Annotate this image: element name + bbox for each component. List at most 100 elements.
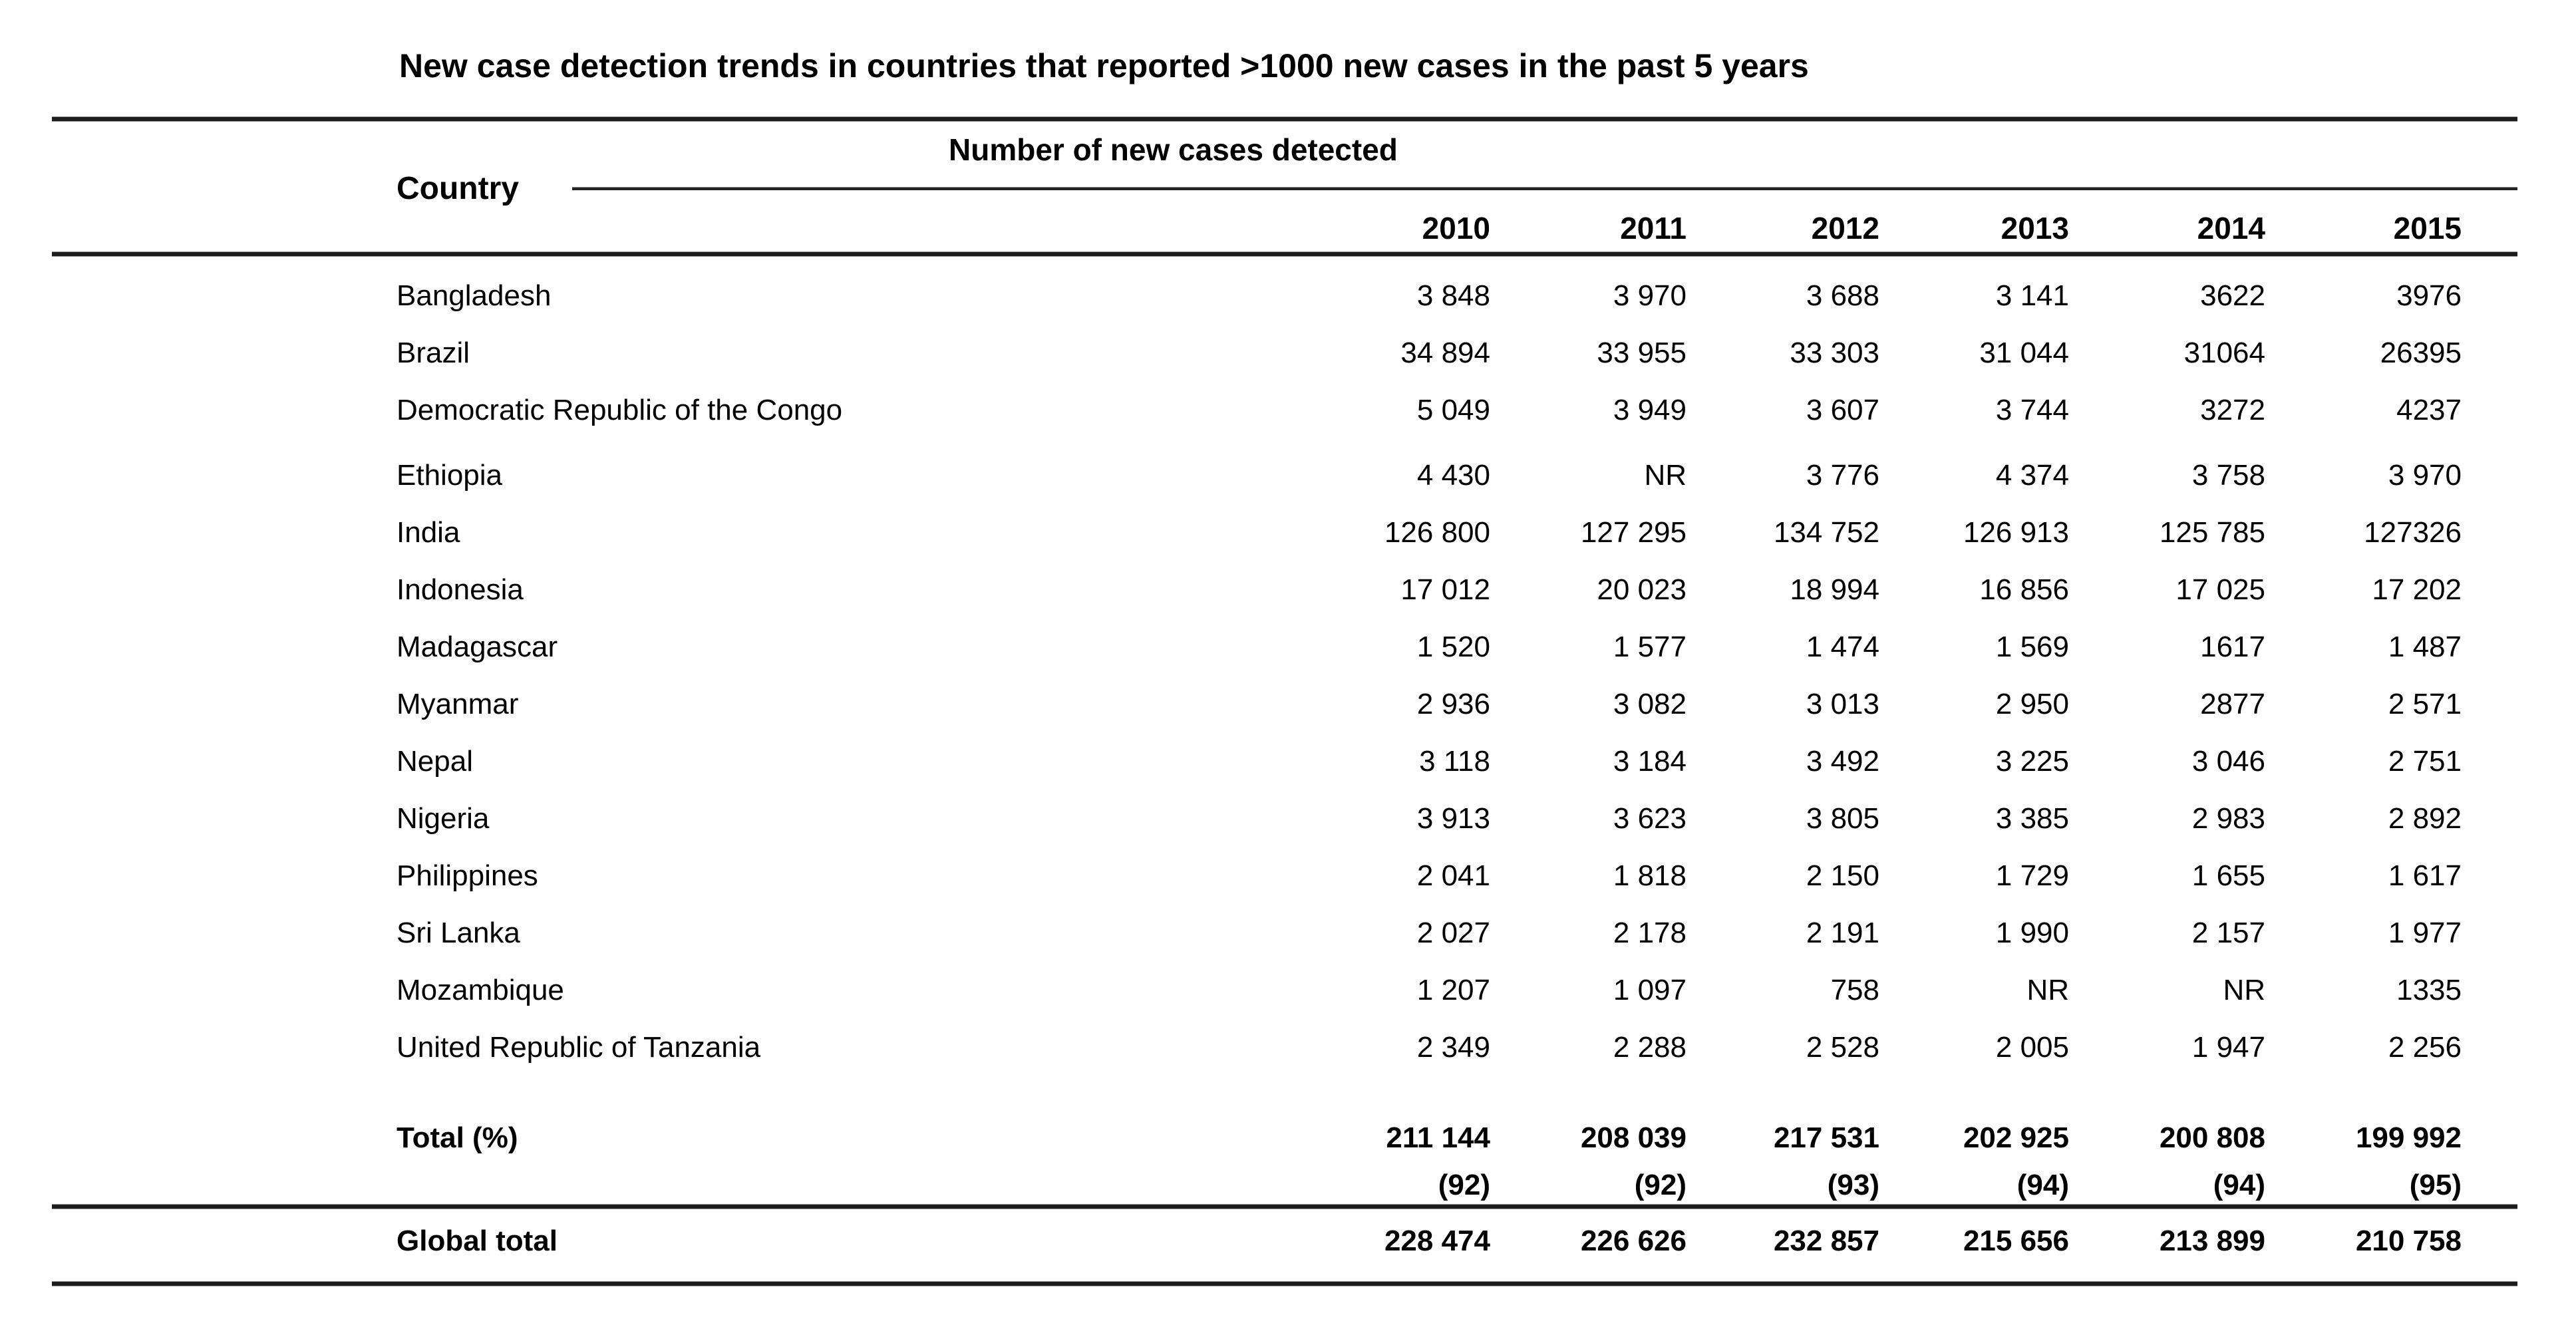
value-cell: 4237 (2396, 394, 2462, 426)
table-row: Democratic Republic of the Congo 5 049 3 9… (52, 382, 2517, 439)
value-cell: 3622 (2200, 279, 2265, 312)
value-cell: 228 474 (1384, 1225, 1490, 1257)
country-cell: Bangladesh (397, 279, 552, 312)
value-cell: 134 752 (1773, 516, 1879, 549)
value-cell: 1 947 (2191, 1031, 2265, 1064)
year-header-spacer (52, 210, 1294, 246)
value-cell: 3 758 (2191, 459, 2265, 492)
value-cell: 1 569 (1995, 631, 2069, 663)
country-cell: Philippines (397, 859, 538, 892)
cases-group-header: Number of new cases detected (949, 132, 1398, 167)
value-cell: 2 528 (1806, 1031, 1879, 1064)
value-cell: 2 349 (1416, 1031, 1490, 1064)
country-cell: India (397, 516, 460, 549)
country-cell: Myanmar (397, 688, 519, 720)
year-header-cell: 2014 (2197, 211, 2265, 245)
value-cell: NR (2223, 974, 2265, 1006)
value-cell: 758 (1830, 974, 1879, 1006)
value-cell: 2 157 (2191, 917, 2265, 949)
country-cell: Sri Lanka (397, 917, 520, 949)
value-cell: 2 950 (1995, 688, 2069, 720)
value-cell: 2 027 (1416, 917, 1490, 949)
value-cell: 127326 (2364, 516, 2462, 549)
value-cell: 2 178 (1613, 917, 1687, 949)
value-cell: 2 892 (2388, 802, 2462, 835)
value-cell: 226 626 (1580, 1225, 1687, 1257)
value-cell: 3 141 (1995, 279, 2069, 312)
table-row: Philippines 2 041 1 818 2 150 1 729 1 655 1 61… (52, 847, 2517, 905)
total-row: Total (%) 211 144 208 039 217 531 202 925 200… (52, 1109, 2517, 1167)
value-cell: 126 913 (1963, 516, 2069, 549)
value-cell: 232 857 (1773, 1225, 1879, 1257)
value-cell: 3 118 (1419, 745, 1490, 778)
country-column-header: Country (397, 171, 519, 206)
value-cell: 3 744 (1995, 394, 2069, 426)
value-cell: 3 492 (1806, 745, 1879, 778)
country-cell: Democratic Republic of the Congo (397, 394, 843, 426)
value-cell: (92) (1634, 1169, 1687, 1201)
value-cell: 17 012 (1400, 573, 1490, 606)
table-row: Brazil 34 894 33 955 33 303 31 044 31064 26395 (52, 325, 2517, 382)
value-cell: 31064 (2183, 337, 2265, 369)
value-cell: 1 097 (1613, 974, 1687, 1006)
rule-bottom (52, 1281, 2517, 1286)
spacer-before-total (52, 1076, 2517, 1109)
value-cell: 3 805 (1806, 802, 1879, 835)
value-cell: 208 039 (1580, 1121, 1687, 1154)
value-cell: NR (1644, 459, 1687, 492)
value-cell: 3 688 (1806, 279, 1879, 312)
value-cell: 126 800 (1384, 516, 1490, 549)
value-cell: 200 808 (2159, 1121, 2265, 1154)
country-cell: Nigeria (397, 802, 490, 835)
value-cell: 20 023 (1597, 573, 1687, 606)
value-cell: 213 899 (2159, 1225, 2265, 1257)
table-row: United Republic of Tanzania 2 349 2 288 2 5… (52, 1019, 2517, 1076)
value-cell: 127 295 (1580, 516, 1687, 549)
value-cell: 26395 (2380, 337, 2462, 369)
value-cell: 17 025 (2175, 573, 2265, 606)
year-header-cell: 2012 (1811, 211, 1879, 245)
table-row: Sri Lanka 2 027 2 178 2 191 1 990 2 157 1 977 (52, 905, 2517, 962)
global-total-row: Global total 228 474 226 626 232 857 215 656… (52, 1209, 2517, 1269)
year-header-cell: 2011 (1620, 211, 1687, 245)
value-cell: 2 191 (1806, 917, 1879, 949)
value-cell: 3 225 (1995, 745, 2069, 778)
value-cell: 210 758 (2355, 1225, 2462, 1257)
country-cell: Mozambique (397, 974, 564, 1006)
value-cell: 2 936 (1416, 688, 1490, 720)
country-cell: Ethiopia (397, 459, 503, 492)
value-cell: 2 288 (1613, 1031, 1687, 1064)
country-cell: Nepal (397, 745, 473, 778)
value-cell: 1 655 (2191, 859, 2265, 892)
value-cell: 211 144 (1386, 1121, 1490, 1154)
global-total-label: Global total (397, 1225, 558, 1257)
value-cell: 4 374 (1995, 459, 2069, 492)
value-cell: 2 005 (1995, 1031, 2069, 1064)
value-cell: 199 992 (2355, 1121, 2462, 1154)
value-cell: NR (2026, 974, 2069, 1006)
table-row: Madagascar 1 520 1 577 1 474 1 569 1617 1 487 (52, 619, 2517, 676)
value-cell: 33 303 (1790, 337, 1879, 369)
value-cell: 5 049 (1416, 394, 1490, 426)
table-body: Bangladesh 3 848 3 970 3 688 3 141 3622 3976 Br… (52, 267, 2517, 1286)
country-cell: Brazil (397, 337, 470, 369)
table-row: Ethiopia 4 430 NR 3 776 4 374 3 758 3 970 (52, 447, 2517, 504)
value-cell: 1617 (2200, 631, 2265, 663)
value-cell: 3 046 (2191, 745, 2265, 778)
year-header-row: 2010 2011 2012 2013 2014 2015 (52, 197, 2517, 249)
value-cell: 1 487 (2388, 631, 2462, 663)
value-cell: 34 894 (1400, 337, 1490, 369)
value-cell: 33 955 (1597, 337, 1687, 369)
rule-under-years (52, 251, 2517, 257)
rule-under-cases-header (572, 187, 2517, 190)
value-cell: 3 623 (1613, 802, 1687, 835)
value-cell: 3 776 (1806, 459, 1879, 492)
value-cell: 3 184 (1613, 745, 1687, 778)
value-cell: 2 150 (1806, 859, 1879, 892)
year-header-cell: 2010 (1422, 211, 1490, 245)
value-cell: 3 970 (1613, 279, 1687, 312)
value-cell: 4 430 (1416, 459, 1490, 492)
table-row: Indonesia 17 012 20 023 18 994 16 856 17 025 1… (52, 561, 2517, 619)
value-cell: (94) (2016, 1169, 2069, 1201)
